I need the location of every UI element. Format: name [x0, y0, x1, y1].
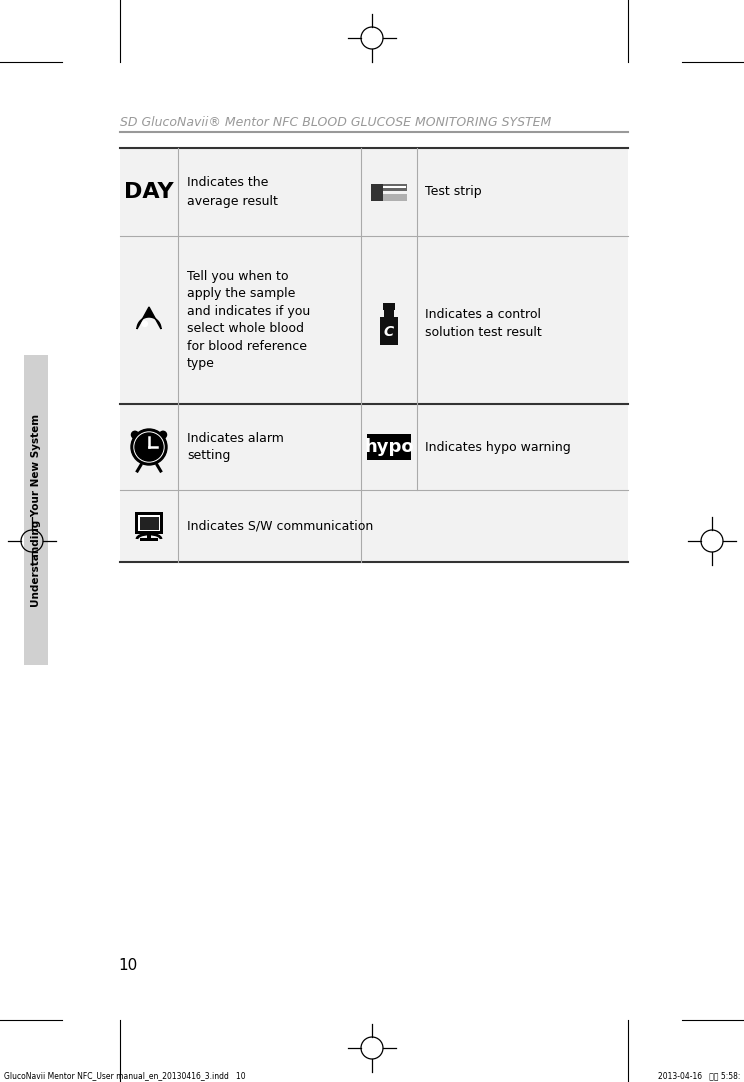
Text: 10: 10 [118, 958, 137, 973]
Text: C: C [384, 325, 394, 339]
Text: Indicates hypo warning: Indicates hypo warning [425, 440, 571, 453]
Text: Indicates the
average result: Indicates the average result [187, 176, 278, 208]
Text: Tell you when to
apply the sample
and indicates if you
select whole blood
for bl: Tell you when to apply the sample and in… [187, 269, 310, 370]
Text: Indicates S/W communication: Indicates S/W communication [187, 519, 373, 532]
Bar [24, 355, 48, 665]
Bar [383, 185, 406, 187]
Text: DAY: DAY [124, 182, 174, 202]
Text: hypo: hypo [364, 438, 414, 456]
Bar [147, 535, 151, 539]
Bar [371, 194, 407, 200]
Circle shape [142, 321, 147, 327]
Text: Understanding Your New System: Understanding Your New System [31, 413, 41, 607]
Bar [371, 184, 407, 190]
Bar [383, 303, 394, 311]
Text: 2013-04-16   오후 5:58:: 2013-04-16 오후 5:58: [658, 1071, 740, 1081]
Text: Indicates alarm
setting: Indicates alarm setting [187, 432, 284, 462]
Text: GlucoNavii Mentor NFC_User manual_en_20130416_3.indd   10: GlucoNavii Mentor NFC_User manual_en_201… [4, 1071, 246, 1081]
Bar [138, 515, 160, 531]
Text: Test strip: Test strip [425, 185, 481, 198]
Circle shape [135, 433, 163, 461]
Bar [135, 512, 163, 535]
Text: Indicates a control
solution test result: Indicates a control solution test result [425, 308, 542, 340]
Text: SD GlucoNavii® Mentor NFC BLOOD GLUCOSE MONITORING SYSTEM: SD GlucoNavii® Mentor NFC BLOOD GLUCOSE … [120, 116, 551, 129]
Bar [380, 317, 398, 345]
Bar [140, 538, 158, 541]
Circle shape [134, 432, 164, 462]
Bar [140, 516, 158, 529]
Bar [371, 184, 383, 200]
Bar [367, 434, 411, 460]
Circle shape [159, 432, 167, 438]
Bar [120, 148, 628, 562]
Circle shape [132, 432, 138, 438]
Circle shape [131, 428, 167, 465]
Polygon shape [137, 307, 161, 329]
Bar [385, 308, 394, 319]
